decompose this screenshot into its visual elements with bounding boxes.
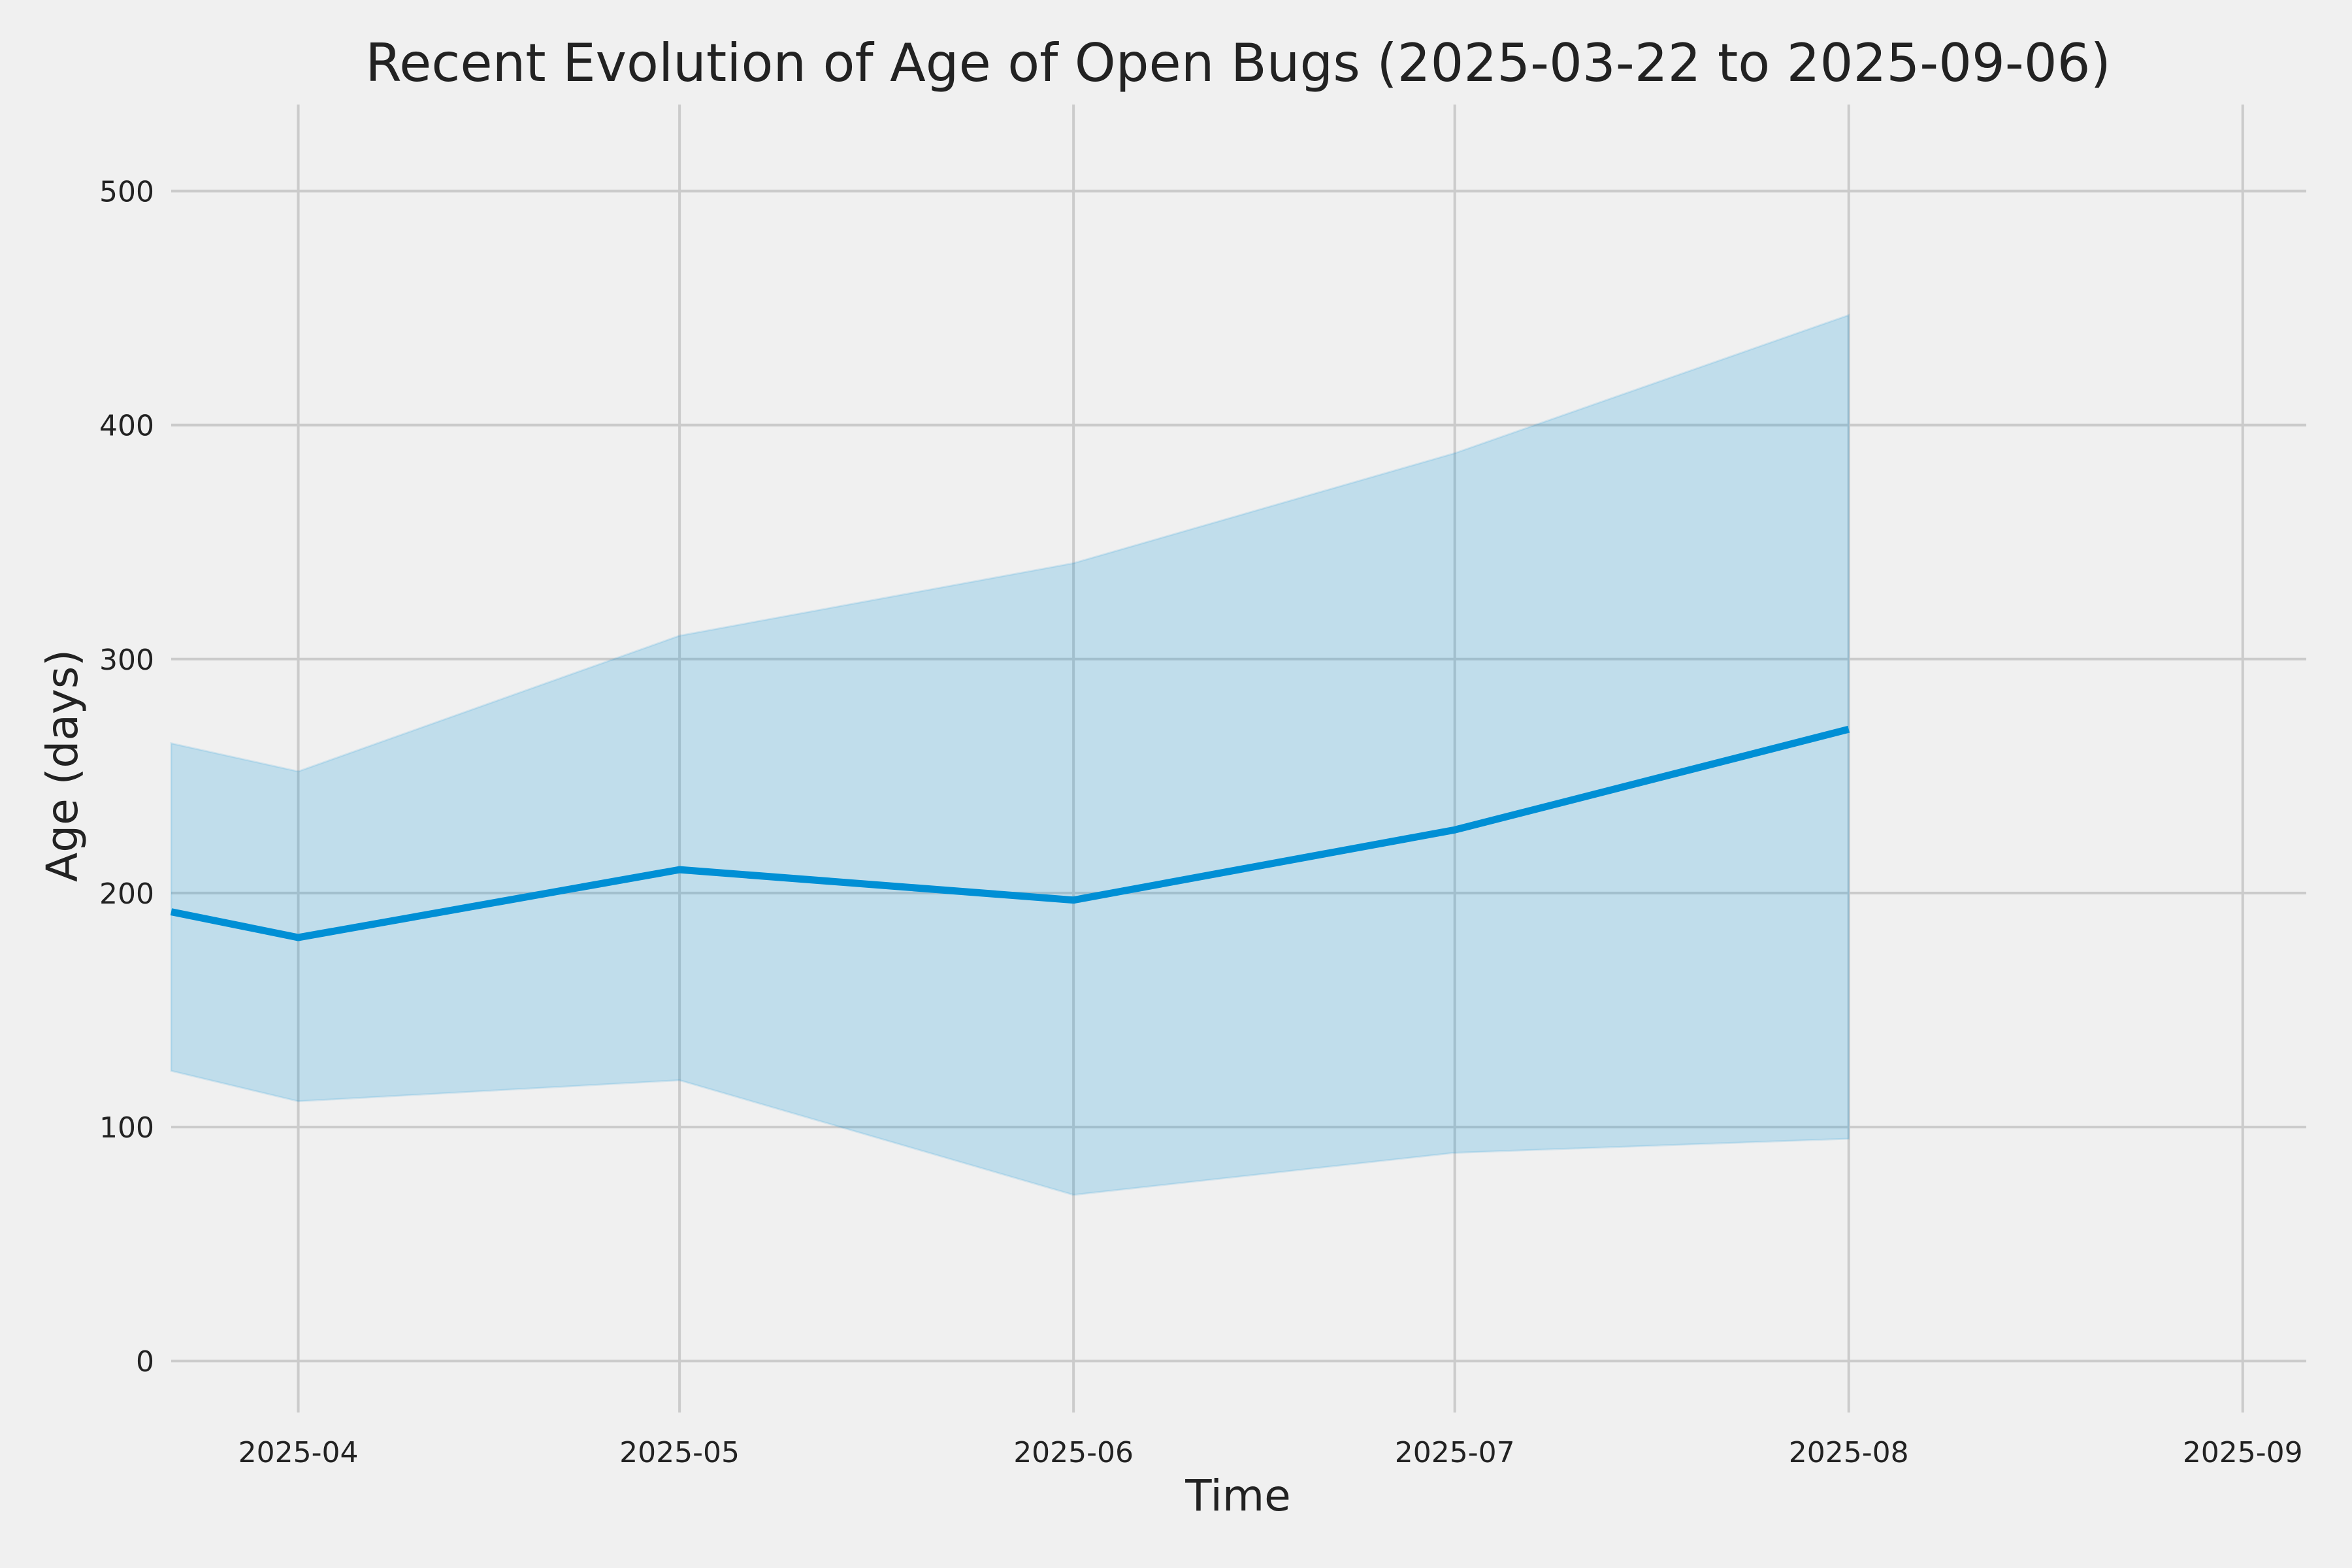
confidence-band-area xyxy=(170,314,1850,1196)
y-tick-label: 200 xyxy=(99,877,154,911)
x-tick-label: 2025-08 xyxy=(1789,1436,1909,1469)
y-tick-label: 500 xyxy=(99,176,154,209)
tick-labels: 0 100 200 300 400 500 2025-04 2025-05 2025-06 202… xyxy=(99,176,2303,1469)
series-line-group xyxy=(170,725,1850,941)
chart-title: Recent Evolution of Age of Open Bugs (20… xyxy=(365,33,2111,93)
x-tick-label: 2025-06 xyxy=(1013,1436,1134,1469)
x-tick-label: 2025-05 xyxy=(619,1436,740,1469)
y-tick-label: 300 xyxy=(99,644,154,677)
confidence-band xyxy=(170,314,1850,1196)
y-axis-label: Age (days) xyxy=(37,649,88,882)
y-tick-label: 400 xyxy=(99,410,154,443)
x-tick-label: 2025-07 xyxy=(1395,1436,1515,1469)
x-tick-label: 2025-09 xyxy=(2183,1436,2303,1469)
y-tick-label: 100 xyxy=(99,1111,154,1145)
x-tick-label: 2025-04 xyxy=(238,1436,359,1469)
y-tick-label: 0 xyxy=(136,1345,154,1379)
series-line xyxy=(170,725,1850,941)
grid xyxy=(171,105,2306,1413)
x-axis-label: Time xyxy=(1184,1471,1291,1521)
